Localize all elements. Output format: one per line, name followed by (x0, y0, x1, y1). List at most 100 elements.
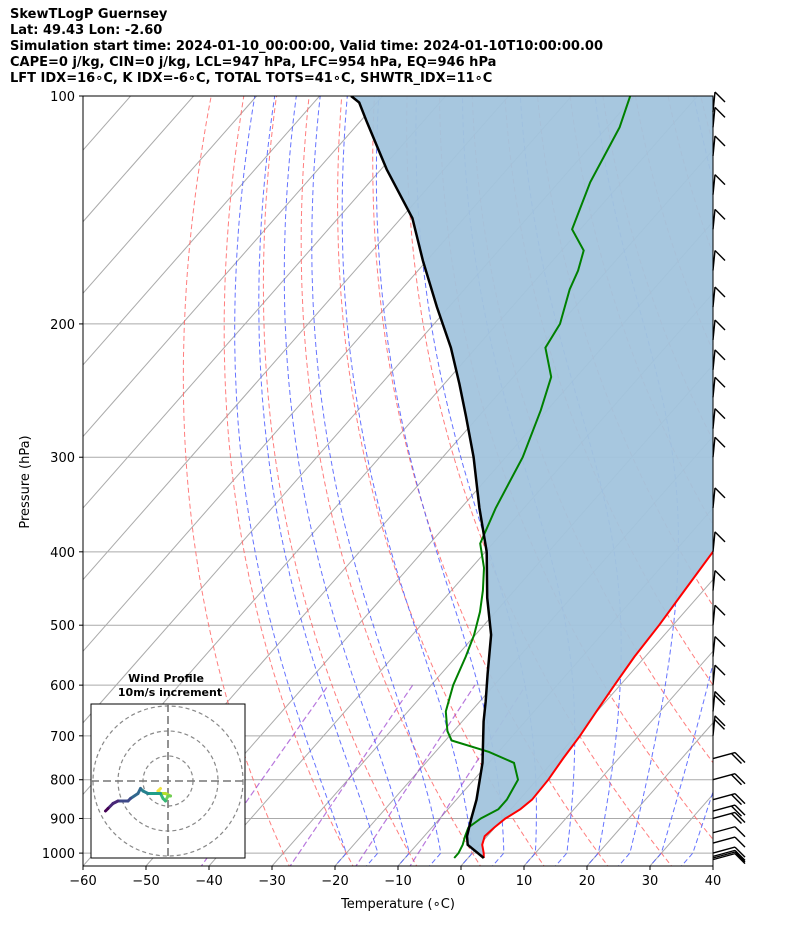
x-tick-label: −60 (69, 874, 96, 889)
wind-barb (712, 804, 746, 817)
dry-adiabat-line (300, 96, 481, 866)
y-tick-label: 800 (50, 774, 75, 789)
wind-barb-flag (734, 851, 746, 863)
moist-adiabat-line (258, 96, 379, 866)
hodograph-inset: Wind Profile 10m/s increment (90, 672, 246, 859)
wind-barb-flag (714, 408, 726, 420)
wind-barb (712, 849, 746, 861)
wind-barb-staff (712, 605, 716, 626)
wind-barb-flag (731, 753, 742, 765)
temperature-line (481, 550, 713, 859)
wind-barb (712, 792, 746, 806)
x-tick-label: −20 (321, 874, 348, 889)
wind-barb (712, 570, 726, 591)
wind-barb (712, 135, 726, 157)
wind-barb-staff (712, 846, 736, 854)
wind-barb-flag (714, 106, 726, 118)
wind-barb-flag (734, 826, 746, 838)
wind-barb-flag (734, 849, 746, 861)
wind-barb-staff (712, 531, 716, 552)
y-tick-label: 500 (50, 619, 75, 634)
wind-barb (712, 604, 726, 626)
y-tick-label: 300 (50, 451, 75, 466)
wind-barb-staff (712, 811, 736, 820)
y-tick-label: 700 (50, 730, 75, 745)
cape-fill-layer (351, 96, 713, 858)
wind-barb-staff (712, 209, 716, 230)
wind-barb (712, 531, 726, 552)
wind-barb-staff (712, 792, 736, 801)
moist-adiabat-line (283, 96, 410, 866)
mixing-ratio-line (289, 684, 414, 866)
wind-barb-staff (712, 437, 716, 458)
wind-barb-flag (714, 376, 726, 388)
wind-barb-flag (714, 349, 726, 361)
wind-barb-staff (712, 135, 716, 157)
wind-barb (712, 249, 726, 271)
parcel-profile-line (350, 96, 493, 859)
isotherm-line (773, 79, 794, 869)
isotherm-line (523, 650, 713, 866)
wind-barb-flag (734, 853, 746, 865)
wind-barb (712, 836, 746, 848)
dry-adiabat-line (406, 96, 673, 866)
dry-adiabat-line (262, 96, 418, 866)
wind-barb-staff (712, 487, 716, 508)
wind-barb (712, 349, 726, 370)
isotherm-line (586, 722, 713, 866)
indices-line-2: LFT IDX=16∘C, K IDX=-6∘C, TOTAL TOTS=41∘… (10, 71, 493, 86)
dewpoint-line (444, 96, 632, 859)
wind-barb (712, 851, 746, 863)
times-line: Simulation start time: 2024-01-10_00:00:… (10, 39, 603, 54)
wind-barb (712, 826, 746, 838)
wind-barb-flag (734, 811, 746, 823)
wind-barb-flag (714, 174, 726, 186)
wind-barb-flag (734, 804, 746, 816)
y-tick-label: 200 (50, 318, 75, 333)
x-axis-ticks: −60 −50 −40 −30 −20 −10 0 10 20 30 40 (69, 866, 721, 889)
dry-adiabat-line (223, 96, 354, 866)
wind-barb-flag (734, 836, 746, 848)
wind-barb (712, 636, 726, 657)
wind-barb-staff (712, 408, 716, 429)
wind-barb (712, 174, 726, 195)
wind-barb (712, 811, 746, 824)
wind-barb-flag (714, 715, 726, 727)
wind-barb (712, 436, 726, 458)
wind-barb-staff (712, 665, 716, 686)
isotherm-line (83, 96, 195, 223)
moist-adiabat-line (311, 96, 442, 866)
wind-barb-flag (714, 249, 726, 261)
mixing-ratio-line (355, 684, 476, 866)
wind-barb-staff (712, 91, 716, 113)
y-axis-title: Pressure (hPa) (18, 435, 33, 528)
moist-adiabat-line (234, 96, 347, 866)
wind-barb-staff (712, 852, 736, 861)
wind-barb-flag (714, 690, 726, 702)
wind-barb (712, 487, 726, 508)
wind-barb-staff (712, 250, 716, 271)
dry-adiabat-line (761, 79, 794, 869)
isotherm-line (83, 96, 447, 509)
wind-barb (712, 319, 726, 341)
dry-adiabat-line (504, 96, 713, 686)
wind-barb-staff (712, 826, 736, 834)
wind-barb (712, 286, 726, 308)
hodograph-title: Wind Profile (128, 672, 204, 685)
wind-barb-staff (712, 851, 736, 859)
y-tick-label: 100 (50, 90, 75, 105)
wind-barb-flag (714, 286, 726, 298)
wind-barb-staff (712, 636, 716, 657)
wind-barb-staff (712, 804, 736, 812)
wind-barb-staff (712, 107, 716, 128)
wind-barb-flag (714, 135, 726, 147)
wind-barb (712, 376, 726, 398)
wind-barb (712, 852, 746, 865)
isotherm-line (83, 96, 384, 438)
wind-barbs (712, 91, 746, 865)
wind-barb-staff (712, 751, 736, 760)
x-tick-label: 0 (457, 874, 465, 889)
y-tick-label: 400 (50, 546, 75, 561)
wind-barb (712, 690, 726, 712)
